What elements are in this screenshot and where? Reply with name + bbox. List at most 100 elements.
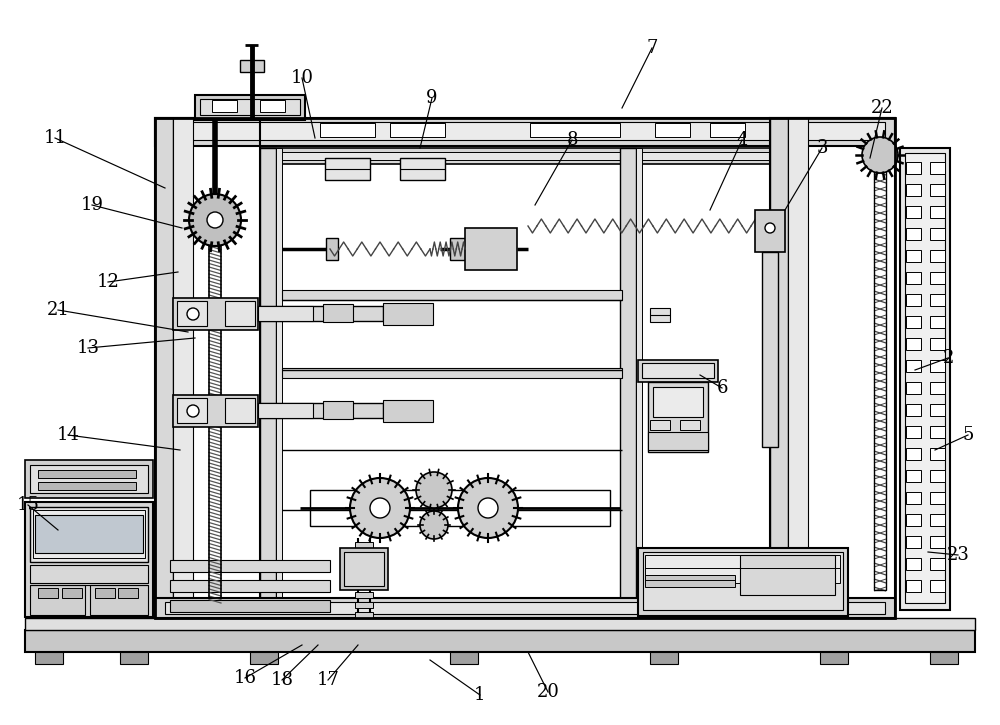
Bar bbox=[25, 630, 975, 652]
Circle shape bbox=[187, 405, 199, 417]
Bar bbox=[930, 184, 945, 196]
Bar bbox=[906, 338, 921, 350]
Bar bbox=[383, 400, 433, 422]
Bar bbox=[177, 301, 207, 326]
Bar bbox=[120, 652, 148, 664]
Text: 13: 13 bbox=[76, 339, 100, 357]
Bar bbox=[930, 448, 945, 460]
Bar bbox=[450, 652, 478, 664]
Circle shape bbox=[478, 498, 498, 518]
Bar bbox=[906, 404, 921, 416]
Bar bbox=[355, 542, 373, 548]
Circle shape bbox=[207, 212, 223, 228]
Bar bbox=[326, 238, 338, 260]
Bar bbox=[30, 585, 85, 615]
Bar bbox=[930, 338, 945, 350]
Bar bbox=[240, 60, 264, 72]
Bar bbox=[906, 558, 921, 570]
Bar bbox=[906, 492, 921, 504]
Bar bbox=[653, 387, 703, 417]
Bar bbox=[906, 382, 921, 394]
Circle shape bbox=[420, 511, 448, 539]
Bar bbox=[930, 558, 945, 570]
Circle shape bbox=[187, 308, 199, 320]
Bar bbox=[765, 255, 775, 443]
Bar bbox=[755, 210, 785, 252]
Bar bbox=[906, 316, 921, 328]
Bar bbox=[650, 652, 678, 664]
Bar bbox=[770, 118, 895, 618]
Bar bbox=[320, 123, 375, 137]
Bar bbox=[95, 588, 115, 598]
Bar bbox=[740, 555, 835, 595]
Bar bbox=[225, 398, 255, 423]
Bar bbox=[645, 555, 840, 583]
Text: 3: 3 bbox=[816, 139, 828, 157]
Bar bbox=[30, 565, 148, 583]
Bar bbox=[340, 548, 388, 590]
Bar bbox=[905, 153, 945, 603]
Bar bbox=[930, 316, 945, 328]
Bar bbox=[638, 360, 718, 382]
Bar bbox=[195, 95, 305, 120]
Bar bbox=[906, 448, 921, 460]
Bar bbox=[258, 403, 313, 418]
Bar bbox=[323, 304, 353, 322]
Bar bbox=[468, 231, 513, 266]
Bar bbox=[762, 252, 778, 447]
Bar bbox=[310, 490, 610, 526]
Bar bbox=[200, 99, 300, 115]
Text: 21: 21 bbox=[47, 301, 69, 319]
Circle shape bbox=[350, 478, 410, 538]
Bar bbox=[25, 502, 153, 617]
Text: 5: 5 bbox=[962, 426, 974, 444]
Bar bbox=[770, 118, 788, 618]
Text: 15: 15 bbox=[17, 496, 39, 514]
Bar bbox=[930, 580, 945, 592]
Bar bbox=[710, 123, 745, 137]
Text: 7: 7 bbox=[646, 39, 658, 57]
Bar bbox=[155, 118, 260, 618]
Bar bbox=[355, 592, 373, 598]
Bar bbox=[874, 155, 886, 590]
Bar bbox=[155, 118, 895, 146]
Bar bbox=[355, 602, 373, 608]
Bar bbox=[930, 162, 945, 174]
Bar bbox=[788, 118, 808, 618]
Bar bbox=[400, 158, 445, 180]
Text: 20: 20 bbox=[537, 683, 559, 701]
Bar bbox=[930, 470, 945, 482]
Bar bbox=[33, 510, 145, 558]
Circle shape bbox=[458, 478, 518, 538]
Bar bbox=[620, 148, 636, 618]
Bar bbox=[930, 492, 945, 504]
Bar bbox=[906, 580, 921, 592]
Bar bbox=[38, 588, 58, 598]
Bar bbox=[383, 303, 433, 325]
Bar bbox=[930, 272, 945, 284]
Bar bbox=[355, 552, 373, 558]
Bar bbox=[165, 602, 885, 614]
Bar bbox=[155, 118, 895, 618]
Bar bbox=[260, 148, 276, 618]
Bar bbox=[225, 301, 255, 326]
Bar bbox=[258, 306, 313, 321]
Bar bbox=[282, 290, 622, 300]
Bar bbox=[930, 360, 945, 372]
Text: 12: 12 bbox=[97, 273, 119, 291]
Bar bbox=[118, 588, 138, 598]
Bar bbox=[930, 206, 945, 218]
Circle shape bbox=[416, 472, 452, 508]
Bar bbox=[930, 514, 945, 526]
Bar bbox=[276, 148, 282, 618]
Bar bbox=[643, 552, 843, 610]
Bar bbox=[930, 382, 945, 394]
Bar bbox=[30, 465, 148, 493]
Bar bbox=[170, 560, 330, 572]
Bar bbox=[260, 100, 285, 112]
Bar bbox=[638, 548, 848, 616]
Bar bbox=[906, 514, 921, 526]
Bar bbox=[25, 618, 975, 630]
Text: 14: 14 bbox=[57, 426, 79, 444]
Bar bbox=[325, 158, 370, 180]
